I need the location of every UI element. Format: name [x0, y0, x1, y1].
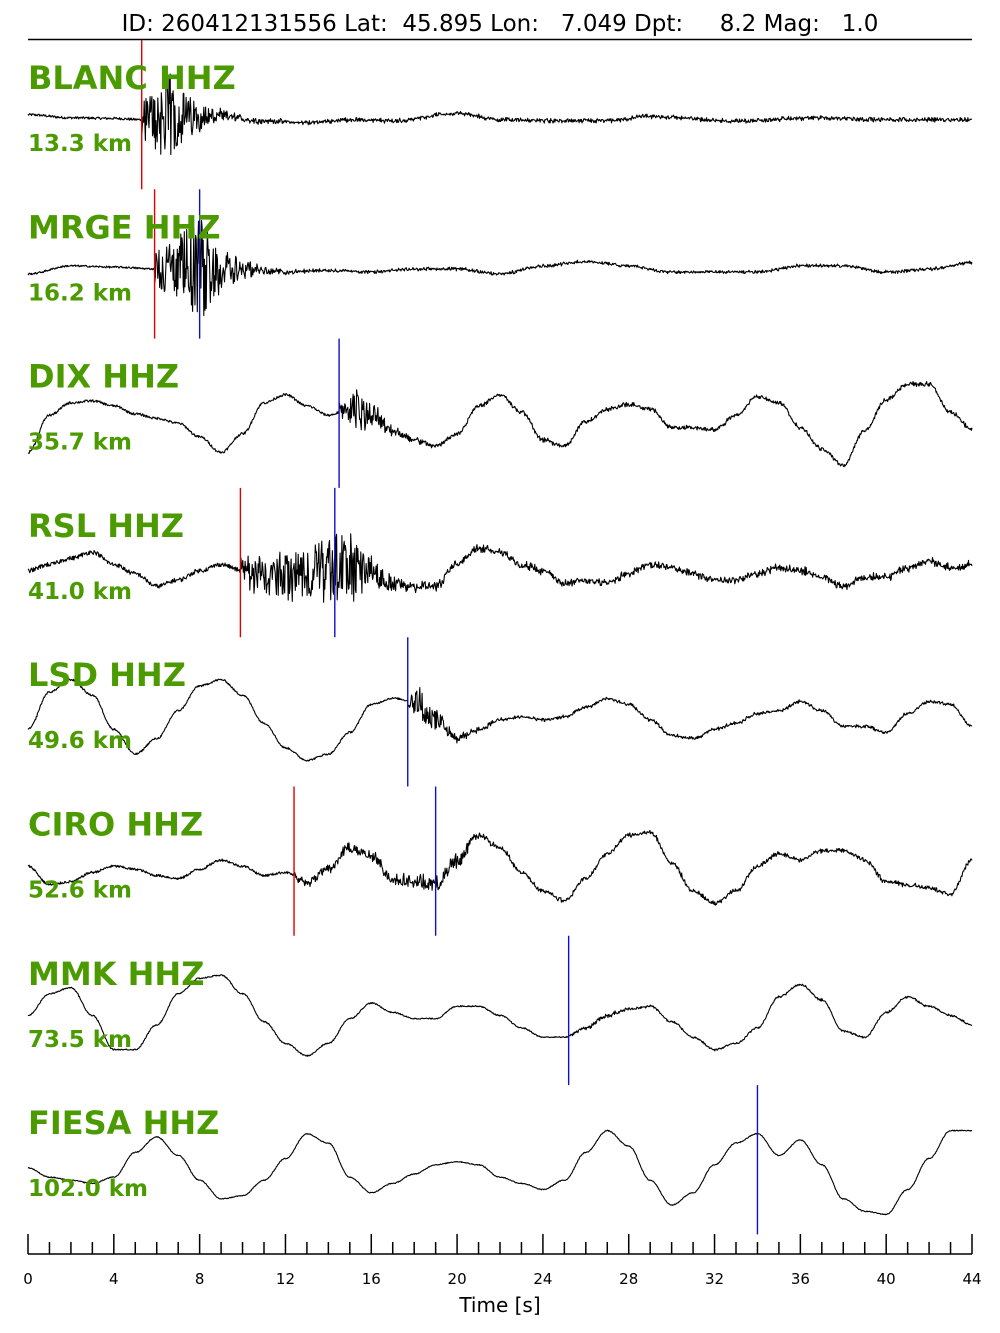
distance-label: 41.0 km	[28, 579, 132, 605]
x-tick-label: 28	[619, 1270, 638, 1288]
waveform-line	[27, 829, 973, 906]
trace-panel: CIRO HHZ 52.6 km	[27, 786, 973, 936]
x-axis-label: Time [s]	[458, 1293, 540, 1317]
waveform-line	[27, 1129, 973, 1216]
trace-panels: BLANC HHZ 13.3 km MRGE HHZ 16.2 km DIX HHZ 35…	[27, 40, 973, 1235]
distance-label: 16.2 km	[28, 280, 132, 306]
distance-label: 102.0 km	[28, 1176, 148, 1202]
station-label: CIRO HHZ	[28, 806, 203, 844]
station-label: FIESA HHZ	[28, 1104, 219, 1142]
station-label: BLANC HHZ	[28, 59, 236, 97]
x-tick-label: 32	[705, 1270, 724, 1288]
waveform-line	[27, 678, 973, 762]
trace-panel: MRGE HHZ 16.2 km	[27, 189, 973, 339]
waveform-line	[27, 220, 973, 317]
station-label: RSL HHZ	[28, 507, 184, 545]
x-tick-label: 16	[362, 1270, 381, 1288]
x-tick-label: 20	[448, 1270, 467, 1288]
trace-panel: DIX HHZ 35.7 km	[27, 338, 973, 488]
x-tick-label: 8	[195, 1270, 205, 1288]
time-axis: 0 4 8 12 16 20 24 28 32 36 40 44	[23, 1234, 982, 1288]
trace-panel: LSD HHZ 49.6 km	[27, 637, 973, 787]
trace-panel: MMK HHZ 73.5 km	[27, 935, 973, 1086]
trace-panel: BLANC HHZ 13.3 km	[27, 40, 973, 190]
station-label: LSD HHZ	[28, 656, 186, 694]
x-tick-label: 4	[109, 1270, 119, 1288]
distance-label: 49.6 km	[28, 728, 132, 754]
waveform-line	[27, 380, 973, 468]
distance-label: 73.5 km	[28, 1027, 132, 1053]
distance-label: 35.7 km	[28, 430, 132, 456]
x-tick-label: 36	[791, 1270, 810, 1288]
event-header: ID: 260412131556 Lat: 45.895 Lon: 7.049 …	[122, 11, 879, 37]
waveform-line	[27, 69, 973, 156]
distance-label: 52.6 km	[28, 878, 132, 904]
x-tick-label: 40	[877, 1270, 896, 1288]
station-label: MMK HHZ	[28, 955, 204, 993]
x-tick-label: 44	[962, 1270, 981, 1288]
station-label: DIX HHZ	[28, 358, 179, 396]
waveform-line	[27, 533, 973, 603]
x-tick-label: 24	[533, 1270, 552, 1288]
distance-label: 13.3 km	[28, 131, 132, 157]
x-tick-label: 12	[276, 1270, 295, 1288]
waveform-line	[27, 974, 973, 1057]
x-tick-label: 0	[23, 1270, 33, 1288]
station-label: MRGE HHZ	[28, 208, 221, 246]
trace-panel: RSL HHZ 41.0 km	[27, 487, 973, 638]
trace-panel: FIESA HHZ 102.0 km	[27, 1085, 973, 1235]
